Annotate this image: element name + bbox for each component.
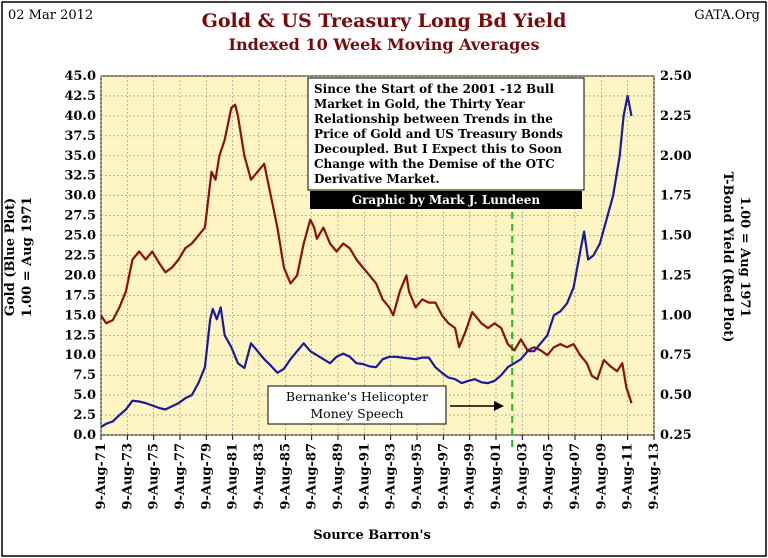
date-label: 02 Mar 2012 — [8, 8, 93, 23]
bernanke-line: Bernanke's Helicopter — [286, 389, 428, 404]
left-tick-label: 12.5 — [64, 328, 96, 343]
right-tick-label: 1.00 — [660, 308, 692, 323]
x-tick-label: 9-Aug-89 — [331, 443, 346, 510]
note-line: Decoupled. But I Expect this to Soon — [314, 142, 562, 156]
left-tick-label: 17.5 — [64, 288, 96, 303]
left-tick-label: 42.5 — [64, 89, 96, 104]
left-tick-label: 10.0 — [64, 348, 96, 363]
right-axis-ticks: 0.25 0.50 0.75 1.00 1.25 1.50 1.75 2.00 2.25 2.50 — [660, 69, 692, 443]
x-tick-label: 9-Aug-09 — [594, 443, 609, 510]
bond-yield-series — [99, 103, 633, 404]
x-tick-label: 9-Aug-03 — [515, 443, 530, 510]
x-tick-label: 9-Aug-71 — [94, 443, 109, 510]
gold-series — [100, 94, 633, 428]
x-tick-label: 9-Aug-97 — [436, 443, 451, 510]
left-tick-label: 2.5 — [73, 408, 96, 423]
right-tick-label: 2.00 — [660, 149, 692, 164]
left-tick-label: 35.0 — [64, 149, 96, 164]
right-tick-label: 1.25 — [660, 268, 692, 283]
right-tick-label: 0.25 — [660, 428, 692, 443]
left-tick-label: 30.0 — [64, 189, 96, 204]
note-line: Relationship between Trends in the — [314, 112, 553, 126]
x-tick-label: 9-Aug-79 — [199, 443, 214, 510]
note-line: Since the Start of the 2001 -12 Bull — [314, 82, 554, 96]
x-tick-label: 9-Aug-13 — [647, 443, 662, 510]
left-tick-label: 0.0 — [73, 428, 96, 443]
chart-title: Gold & US Treasury Long Bd Yield — [202, 10, 567, 32]
x-tick-label: 9-Aug-73 — [120, 443, 135, 510]
right-tick-label: 1.50 — [660, 229, 692, 244]
x-tick-label: 9-Aug-77 — [173, 443, 188, 510]
x-tick-label: 9-Aug-83 — [252, 443, 267, 510]
note-line: Price of Gold and US Treasury Bonds — [314, 127, 563, 141]
site-label: GATA.Org — [694, 8, 760, 23]
x-tick-label: 9-Aug-07 — [568, 443, 583, 510]
left-tick-label: 15.0 — [64, 308, 96, 323]
left-tick-label: 27.5 — [64, 209, 96, 224]
x-tick-label: 9-Aug-05 — [542, 443, 557, 510]
x-axis-ticks: 9-Aug-71 9-Aug-73 9-Aug-75 9-Aug-77 9-Aug-79… — [94, 435, 662, 510]
right-axis-label: T-Bond Yield (Red Plot) — [720, 172, 735, 343]
left-tick-label: 25.0 — [64, 229, 96, 244]
left-axis-sublabel: 1.00 = Aug 1971 — [20, 197, 35, 318]
left-tick-label: 5.0 — [73, 388, 96, 403]
left-tick-label: 40.0 — [64, 109, 96, 124]
note-line: Market in Gold, the Thirty Year — [314, 97, 525, 111]
right-tick-label: 1.75 — [660, 189, 692, 204]
left-tick-label: 45.0 — [64, 69, 96, 84]
right-tick-label: 0.50 — [660, 388, 692, 403]
x-tick-label: 9-Aug-91 — [357, 443, 372, 510]
right-axis-sublabel: 1.00 = Aug 1971 — [737, 197, 752, 318]
x-tick-label: 9-Aug-93 — [384, 443, 399, 510]
x-tick-label: 9-Aug-75 — [147, 443, 162, 510]
x-tick-label: 9-Aug-81 — [226, 443, 241, 510]
left-tick-label: 20.0 — [64, 268, 96, 283]
right-tick-label: 2.25 — [660, 109, 692, 124]
x-tick-label: 9-Aug-01 — [489, 443, 504, 510]
callout-arrowhead — [494, 401, 504, 411]
left-axis-ticks: 0.0 2.5 5.0 7.5 10.0 12.5 15.0 17.5 20.0 22.5 25.0… — [64, 69, 96, 443]
note-line: Derivative Market. — [314, 172, 440, 186]
left-tick-label: 37.5 — [64, 129, 96, 144]
left-axis-label: Gold (Blue Plot) — [3, 198, 18, 316]
right-tick-label: 0.75 — [660, 348, 692, 363]
x-tick-label: 9-Aug-85 — [278, 443, 293, 510]
x-tick-label: 9-Aug-87 — [305, 443, 320, 510]
bernanke-callout: Bernanke's Helicopter Money Speech — [267, 385, 504, 425]
note-line: Change with the Demise of the OTC — [314, 157, 555, 171]
note-box: Since the Start of the 2001 -12 Bull Mar… — [307, 77, 585, 191]
left-tick-label: 7.5 — [73, 368, 96, 383]
chart-subtitle: Indexed 10 Week Moving Averages — [228, 35, 539, 54]
left-tick-label: 22.5 — [64, 249, 96, 264]
bernanke-line: Money Speech — [310, 406, 403, 421]
left-tick-label: 32.5 — [64, 169, 96, 184]
x-tick-label: 9-Aug-11 — [621, 443, 636, 510]
x-tick-label: 9-Aug-95 — [410, 443, 425, 510]
credit-banner: Graphic by Mark J. Lundeen — [310, 191, 582, 209]
x-tick-label: 9-Aug-99 — [463, 443, 478, 510]
right-tick-label: 2.50 — [660, 69, 692, 84]
credit-text: Graphic by Mark J. Lundeen — [352, 193, 541, 207]
x-axis-label: Source Barron's — [313, 528, 431, 543]
